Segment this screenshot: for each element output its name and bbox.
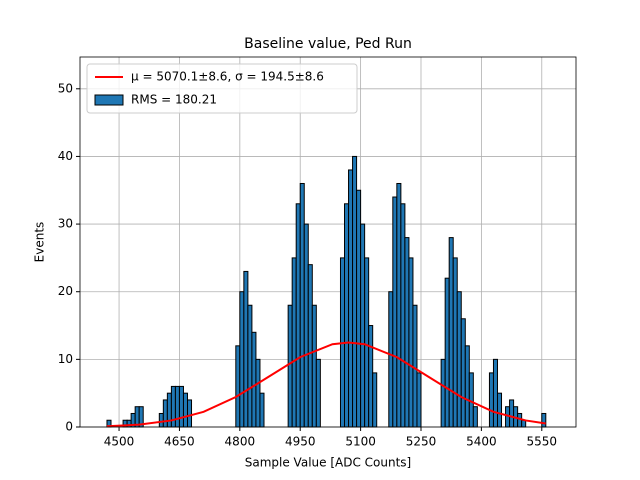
histogram-bar (291, 257, 297, 428)
histogram-bar (364, 257, 370, 428)
y-tick-label: 10 (58, 352, 73, 366)
histogram-bar (517, 412, 523, 428)
histogram-bar (388, 291, 394, 428)
histogram-bar (448, 237, 454, 428)
y-tick-label: 30 (58, 217, 73, 231)
histogram-bar (352, 155, 358, 428)
y-tick-label: 40 (58, 149, 73, 163)
histogram-bar (440, 358, 446, 428)
histogram-bar (460, 318, 466, 428)
histogram-bar (444, 277, 450, 428)
y-axis-label: Events (33, 222, 47, 263)
plot-frame (79, 56, 577, 428)
x-tick-label: 4650 (164, 435, 195, 449)
histogram-bar (174, 385, 180, 428)
histogram-bar (158, 412, 164, 428)
x-tick-label: 5400 (466, 435, 497, 449)
legend-swatch (94, 94, 124, 106)
y-tick-label: 50 (58, 81, 73, 95)
histogram-bar (412, 304, 418, 428)
legend-frame (86, 63, 358, 114)
histogram-bar (251, 331, 257, 428)
histogram-bar (541, 412, 547, 428)
histogram-bar (344, 203, 350, 428)
histogram-bar (182, 392, 188, 428)
histogram-bar (400, 203, 406, 428)
x-axis-label: Sample Value [ADC Counts] (245, 456, 411, 470)
histogram-bar (287, 304, 293, 428)
histogram-bar (372, 372, 378, 428)
legend-label: RMS = 180.21 (131, 93, 217, 107)
histogram-bar (509, 399, 515, 428)
histogram-bar (416, 372, 422, 428)
x-tick-label: 4800 (225, 435, 256, 449)
histogram-bar (299, 182, 305, 428)
histogram-bar (496, 392, 503, 428)
histogram-bar (162, 399, 168, 428)
histogram-bar (392, 196, 398, 428)
histogram-bar (303, 223, 309, 428)
x-tick-label: 4500 (104, 435, 135, 449)
histogram-bar (396, 182, 402, 428)
histogram-bar (356, 189, 362, 428)
histogram-bar (255, 358, 261, 428)
fit-line (106, 341, 546, 428)
histogram-bar (311, 304, 317, 428)
legend-label: μ = 5070.1±8.6, σ = 194.5±8.6 (131, 70, 324, 84)
histogram-bar (492, 358, 498, 428)
histogram-bar (259, 392, 265, 428)
histogram-bar (348, 169, 354, 428)
x-tick-label: 4950 (285, 435, 316, 449)
chart-title: Baseline value, Ped Run (244, 36, 412, 52)
histogram-bar (368, 325, 374, 428)
histogram-bar (239, 291, 245, 428)
histogram-bar (178, 385, 184, 428)
histogram-bar (404, 237, 410, 428)
y-tick-label: 0 (65, 420, 73, 434)
histogram-bar (360, 223, 366, 428)
histogram-bar (307, 264, 313, 428)
histogram-bar (456, 291, 462, 428)
histogram-bar (166, 392, 172, 428)
y-tick-label: 20 (58, 284, 73, 298)
histogram-bar (464, 345, 470, 428)
histogram-bar (315, 358, 321, 428)
histogram-bar (408, 257, 414, 428)
histogram-bar (243, 270, 249, 428)
histogram-bar (472, 406, 478, 428)
histogram-bar (452, 257, 458, 428)
histogram-bar (235, 345, 241, 428)
legend: μ = 5070.1±8.6, σ = 194.5±8.6 RMS = 180.2… (86, 63, 358, 114)
histogram-bar (295, 203, 301, 428)
x-tick-label: 5100 (345, 435, 376, 449)
histogram-bar (488, 372, 494, 428)
x-tick-label: 5550 (527, 435, 558, 449)
histogram-bar (247, 304, 253, 428)
histogram-bar (186, 399, 193, 428)
x-tick-label: 5250 (406, 435, 437, 449)
